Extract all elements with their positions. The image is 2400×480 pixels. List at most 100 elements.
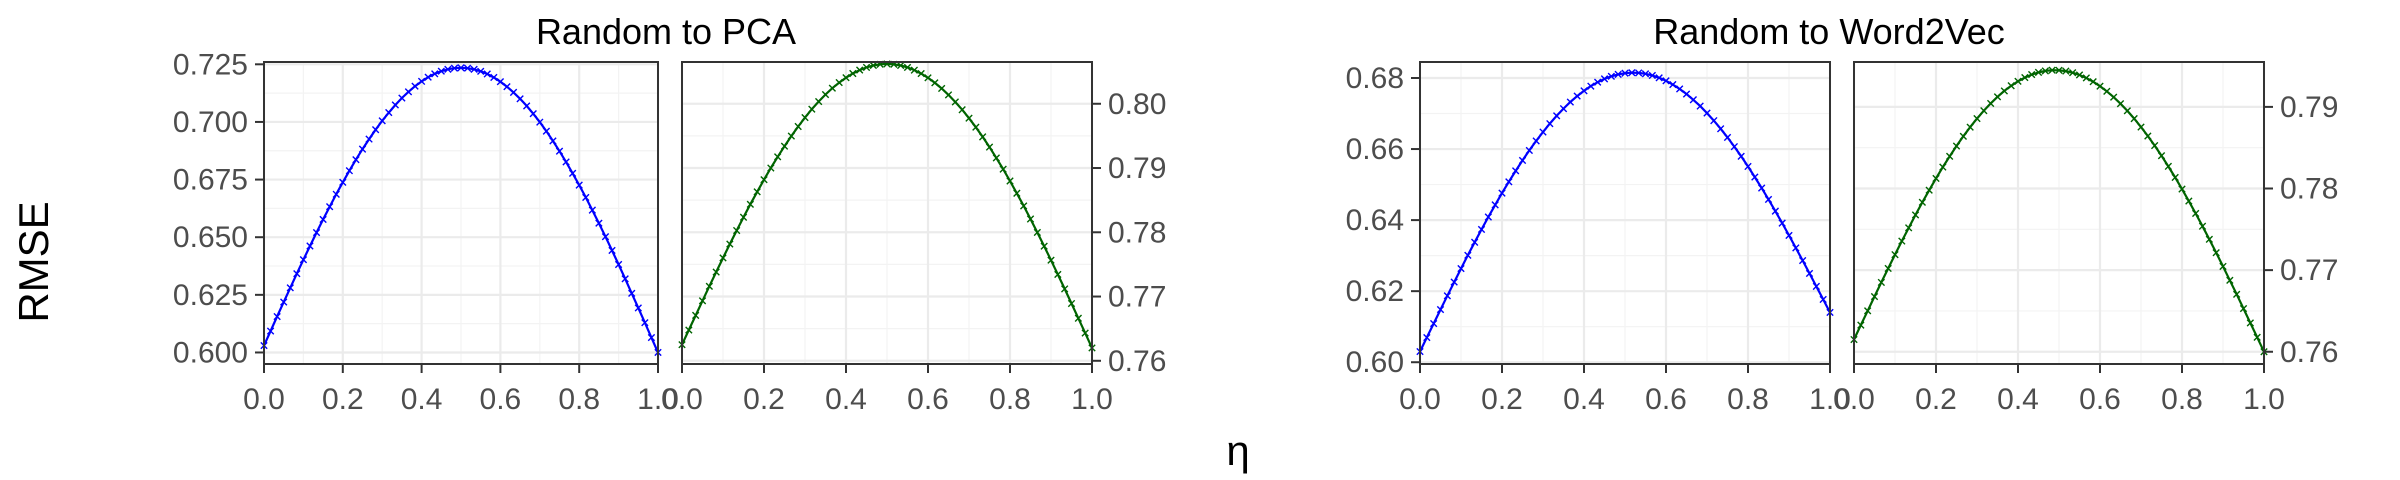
- data-point-marker: [2150, 141, 2159, 150]
- data-point-marker: [937, 84, 946, 93]
- data-point-marker: [2062, 67, 2070, 75]
- data-point-marker: [601, 232, 610, 241]
- data-point-marker: [1655, 74, 1663, 82]
- data-point-marker: [404, 88, 413, 96]
- data-point-marker: [1600, 75, 1609, 83]
- data-point-marker: [787, 132, 796, 140]
- data-point-marker: [2089, 78, 2097, 86]
- data-point-marker: [2212, 249, 2220, 257]
- y-tick-label: 0.76: [2280, 336, 2338, 369]
- data-point-marker: [2014, 77, 2022, 85]
- data-point-marker: [411, 82, 419, 90]
- data-point-marker: [280, 298, 288, 306]
- data-point-marker: [1751, 173, 1759, 181]
- data-point-marker: [1634, 69, 1643, 77]
- data-point-marker: [378, 117, 386, 125]
- data-point-marker: [951, 98, 960, 106]
- data-point-marker: [1966, 123, 1974, 131]
- data-point-marker: [1792, 244, 1800, 252]
- data-point-marker: [1511, 167, 1520, 175]
- data-point-marker: [463, 64, 472, 72]
- data-point-marker: [855, 66, 864, 74]
- data-point-marker: [972, 123, 980, 131]
- data-point-marker: [2191, 209, 2200, 218]
- data-point-marker: [549, 137, 557, 145]
- data-point-marker: [2157, 152, 2166, 160]
- data-point-marker: [814, 97, 823, 106]
- data-point-marker: [924, 74, 932, 82]
- data-point-marker: [2075, 71, 2084, 79]
- data-point-marker: [1870, 292, 1879, 301]
- data-point-marker: [2021, 73, 2029, 82]
- data-point-marker: [1939, 163, 1947, 171]
- data-point-marker: [1423, 333, 1431, 342]
- data-point-marker: [306, 242, 314, 250]
- data-point-marker: [450, 64, 459, 72]
- data-point-marker: [1737, 152, 1745, 161]
- data-point-marker: [821, 90, 830, 99]
- data-point-marker: [299, 256, 308, 264]
- data-point-marker: [828, 84, 837, 92]
- data-point-marker: [621, 275, 629, 283]
- data-point-marker: [849, 69, 857, 78]
- data-point-marker: [1505, 178, 1513, 186]
- data-point-marker: [371, 125, 380, 134]
- data-point-marker: [457, 64, 465, 72]
- data-point-marker: [2185, 197, 2193, 205]
- y-tick-label: 0.700: [173, 106, 248, 139]
- data-point-marker: [319, 215, 327, 224]
- data-point-marker: [1013, 189, 1021, 197]
- y-tick-label: 0.68: [1346, 62, 1404, 95]
- data-point-marker: [1925, 186, 1933, 194]
- data-point-marker: [398, 94, 406, 102]
- data-point-marker: [529, 110, 537, 118]
- data-point-marker: [1805, 269, 1814, 278]
- data-point-marker: [568, 169, 577, 177]
- data-point-marker: [965, 114, 973, 122]
- data-point-marker: [437, 67, 445, 75]
- data-point-marker: [1857, 321, 1865, 329]
- data-point-marker: [1891, 250, 1899, 259]
- data-point-marker: [2144, 132, 2152, 140]
- data-point-marker: [1607, 72, 1616, 80]
- data-point-marker: [2130, 114, 2138, 123]
- data-point-marker: [483, 70, 491, 78]
- data-point-marker: [641, 319, 649, 327]
- data-point-marker: [753, 188, 761, 196]
- data-point-marker: [1986, 99, 1995, 108]
- panel-frame: [263, 61, 659, 365]
- data-point-marker: [470, 65, 478, 74]
- data-point-marker: [1566, 98, 1575, 106]
- data-point-marker: [417, 77, 426, 86]
- data-point-marker: [2027, 70, 2036, 79]
- data-point-marker: [2096, 82, 2104, 90]
- data-point-marker: [958, 106, 966, 114]
- data-point-marker: [2082, 74, 2091, 82]
- data-point-marker: [2205, 235, 2214, 244]
- data-point-marker: [431, 70, 439, 78]
- data-point-marker: [2246, 319, 2255, 327]
- y-tick-label: 0.725: [173, 48, 248, 81]
- x-tick-label: 0.2: [1481, 383, 1523, 416]
- x-tick-label: 0.8: [2161, 383, 2203, 416]
- data-point-marker: [1911, 211, 1920, 219]
- data-point-marker: [582, 193, 590, 202]
- panel-w2v-left: 0.0 0.2 0.4 0.6 0.8 1.0 0.60 0.62 0.64 0.66 0.68: [1346, 61, 1851, 416]
- panel-pca-right: 0.0 0.2 0.4 0.6 0.8 1.0 0.76 0.77 0.78 0.79 0.80: [661, 60, 1166, 416]
- panel-w2v-right: 0.0 0.2 0.4 0.6 0.8 1.0 0.76 0.77 0.78 0.79: [1833, 61, 2338, 416]
- data-point-marker: [1952, 142, 1961, 150]
- data-point-marker: [522, 102, 531, 110]
- data-point-marker: [1730, 142, 1739, 151]
- data-point-marker: [1703, 109, 1711, 117]
- data-point-marker: [2226, 276, 2234, 284]
- data-point-marker: [917, 69, 925, 78]
- data-point-marker: [1026, 215, 1035, 223]
- x-tick-label: 0.4: [1997, 383, 2039, 416]
- data-point-marker: [2103, 87, 2111, 96]
- panel-title-random-to-pca: Random to PCA: [536, 11, 796, 52]
- data-point-marker: [685, 326, 693, 334]
- data-point-marker: [1628, 68, 1636, 77]
- data-point-marker: [608, 246, 616, 255]
- data-point-marker: [835, 78, 843, 87]
